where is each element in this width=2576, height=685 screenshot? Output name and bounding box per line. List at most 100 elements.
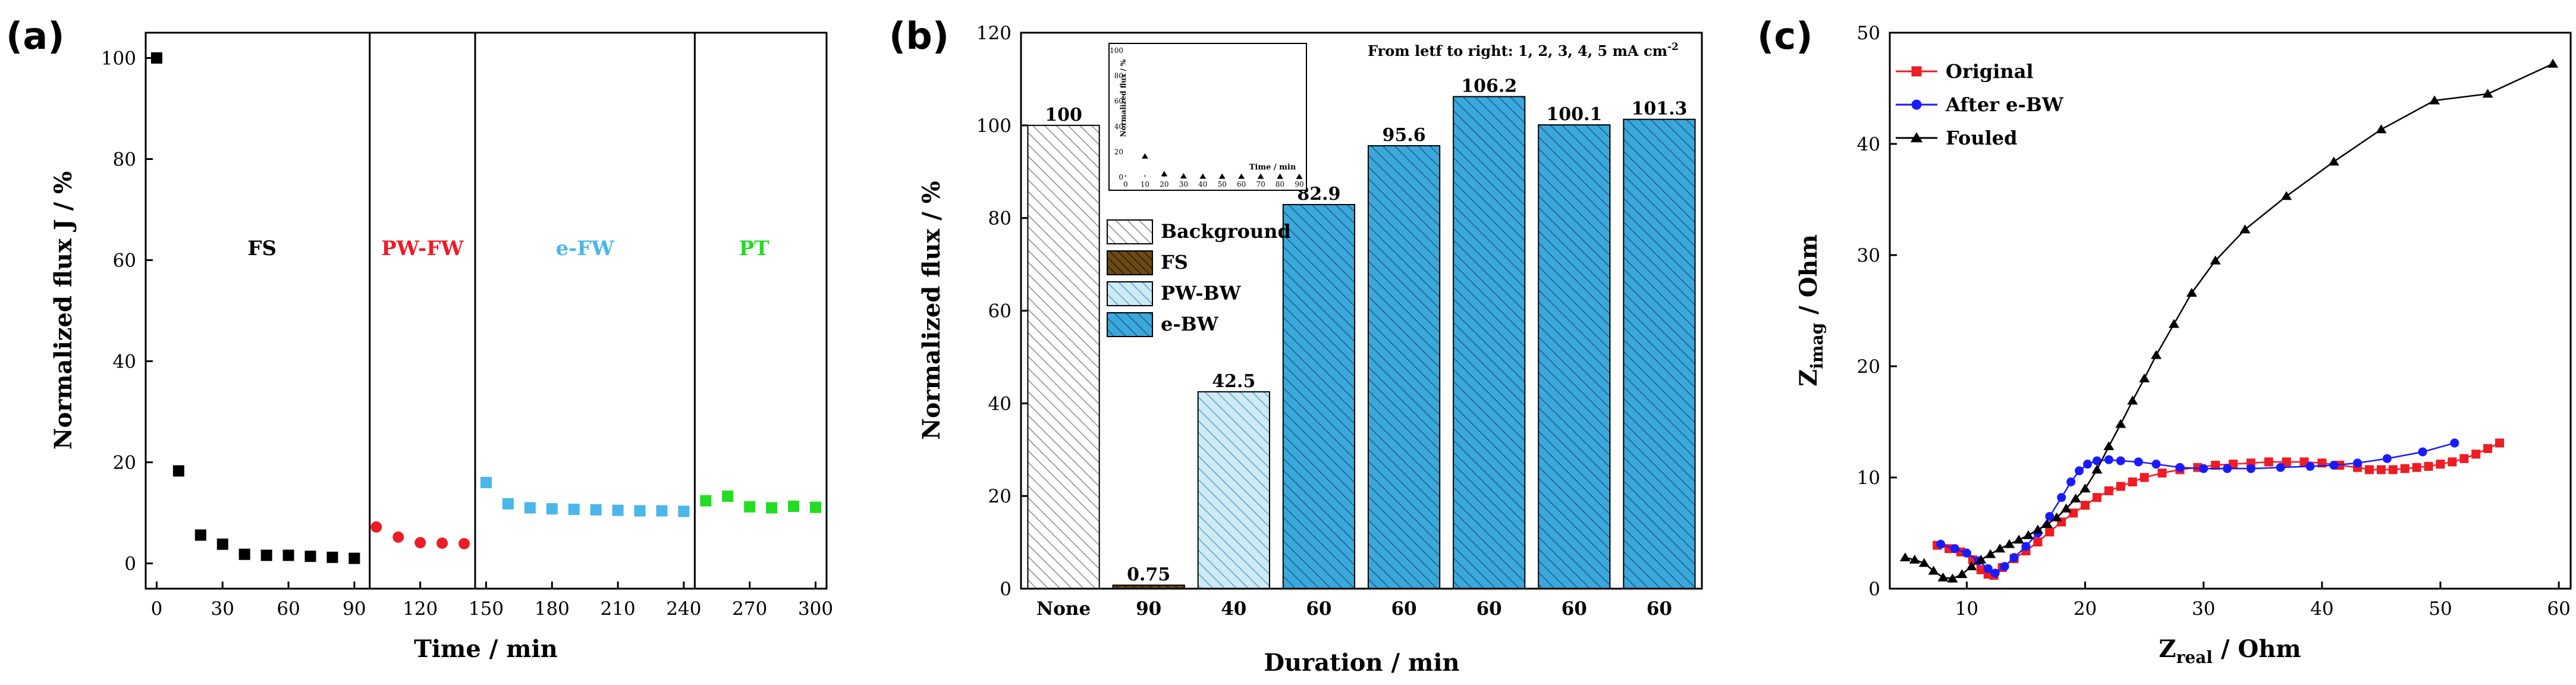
chart-c-point	[2013, 535, 2025, 544]
chart-b-annotation-sup: -2	[1667, 41, 1679, 53]
chart-a: 0 30 60 90 120 150 180 210 240 270 300 0 20 40 60 80 100…	[49, 32, 833, 663]
chart-b-value-label: 95.6	[1383, 125, 1426, 146]
chart-c-xtick-label: 20	[2074, 598, 2097, 620]
chart-b-value-label: 106.2	[1461, 76, 1517, 97]
chart-c-ylabel: Zimag / Ohm	[1795, 234, 1827, 387]
chart-a-point	[524, 502, 536, 514]
chart-a-xtick-label: 60	[277, 598, 300, 620]
chart-c-point	[2482, 89, 2493, 98]
chart-b-category-label: 60	[1391, 598, 1416, 620]
chart-c-xlabel-sub: real	[2176, 648, 2213, 667]
chart-c-point	[2140, 473, 2149, 482]
chart-b-value-label: 101.3	[1631, 99, 1687, 120]
chart-b-legend-swatch	[1107, 250, 1153, 275]
chart-c-point	[2282, 457, 2291, 467]
chart-c-series-line	[1940, 442, 2455, 574]
chart-c-point	[2051, 512, 2062, 521]
chart-a-point	[282, 549, 294, 561]
chart-a-xtick-label: 90	[343, 598, 366, 620]
chart-a-point	[216, 538, 228, 550]
chart-b-category-label: 60	[1562, 598, 1587, 620]
chart-c-point	[1966, 561, 1977, 571]
chart-a-region-label: e-FW	[556, 237, 615, 260]
chart-a-ytick-label: 60	[113, 250, 136, 272]
chart-c-point	[2210, 255, 2221, 265]
chart-c-point	[2418, 447, 2427, 457]
chart-a-point	[348, 552, 360, 564]
chart-b-category-label: None	[1036, 598, 1091, 620]
chart-b-ytick-label: 0	[1000, 579, 1011, 600]
inset-xtick-label: 80	[1276, 180, 1284, 188]
chart-c-point	[2459, 454, 2469, 463]
inset-ytick-label: 20	[1114, 147, 1123, 156]
chart-a-point	[788, 500, 800, 512]
chart-b-category-label: 40	[1221, 598, 1246, 620]
chart-c-point	[2364, 465, 2374, 475]
chart-c-ytick-label: 30	[1857, 245, 1880, 266]
chart-a-point	[722, 490, 734, 502]
chart-c-point	[2376, 124, 2387, 134]
chart-b-category-label: 90	[1136, 598, 1161, 620]
chart-a-xtick-label: 300	[798, 598, 833, 620]
chart-c-point	[2079, 483, 2091, 493]
chart-c-point	[1937, 572, 1949, 582]
inset-point	[1199, 173, 1207, 179]
chart-c-point	[2305, 461, 2315, 471]
chart-b-bar	[1197, 391, 1270, 590]
chart-a-point	[260, 549, 272, 561]
chart-a-point	[678, 505, 690, 517]
chart-c-point	[2092, 493, 2101, 502]
chart-c-point	[2116, 456, 2125, 466]
panel-c-label: (c)	[1757, 14, 1812, 58]
inset-xtick-label: 30	[1179, 180, 1188, 188]
chart-c-point	[2495, 438, 2505, 448]
chart-c-point	[1994, 543, 2006, 553]
chart-c-point	[2382, 454, 2392, 463]
chart-c-xtick-label: 40	[2310, 598, 2333, 620]
chart-c-legend-label: After e-BW	[1945, 93, 2064, 116]
chart-c-point	[2022, 530, 2034, 539]
chart-c-point	[2139, 373, 2150, 382]
chart-a-point	[414, 537, 426, 549]
chart-a-point	[700, 495, 712, 507]
chart-c-point	[1899, 552, 1911, 562]
chart-b-ylabel: Normalized flux / %	[918, 181, 945, 440]
inset-xtick-label: 60	[1237, 180, 1246, 188]
chart-a-point	[458, 538, 470, 549]
inset-xlabel: Time / min	[1249, 163, 1296, 172]
chart-b-legend-label: Background	[1161, 220, 1291, 243]
chart-c-point	[2151, 460, 2161, 469]
chart-a-point	[150, 52, 162, 64]
chart-c-xlabel: Zreal / Ohm	[2159, 635, 2301, 667]
chart-b-ytick-label: 100	[976, 115, 1011, 137]
chart-c-point	[2060, 503, 2072, 513]
chart-a-region-label: FS	[247, 237, 277, 260]
chart-b-xlabel: Duration / min	[1264, 649, 1459, 677]
inset-xtick-label: 20	[1160, 180, 1168, 188]
chart-a-point	[502, 498, 514, 510]
chart-b-category-label: 60	[1647, 598, 1672, 620]
chart-a-region-label: PW-FW	[381, 237, 464, 260]
chart-c-xtick-label: 50	[2429, 598, 2452, 620]
chart-b-frame	[1020, 32, 1703, 590]
chart-c-point	[2041, 519, 2053, 528]
inset-xtick-label: 10	[1141, 180, 1149, 188]
inset-ylabel: Normalized flux / %	[1119, 59, 1127, 137]
chart-c-point	[1918, 558, 1930, 567]
chart-b-ytick-label: 120	[976, 23, 1011, 44]
chart-a-point	[392, 531, 404, 543]
chart-c-ytick-label: 40	[1857, 134, 1880, 155]
chart-c-xlabel-rest: / Ohm	[2213, 635, 2301, 663]
chart-c-point	[2376, 465, 2386, 475]
chart-c-point	[2424, 461, 2433, 471]
chart-a-point	[480, 477, 492, 488]
chart-c-point	[2168, 319, 2179, 328]
chart-a-xtick-label: 30	[211, 598, 234, 620]
chart-c-point	[2081, 501, 2090, 510]
inset-point	[1218, 173, 1226, 179]
chart-c-point	[2388, 465, 2398, 475]
chart-c-point	[2083, 460, 2093, 469]
chart-c-point	[2075, 466, 2084, 476]
chart-c-point	[2211, 460, 2220, 470]
